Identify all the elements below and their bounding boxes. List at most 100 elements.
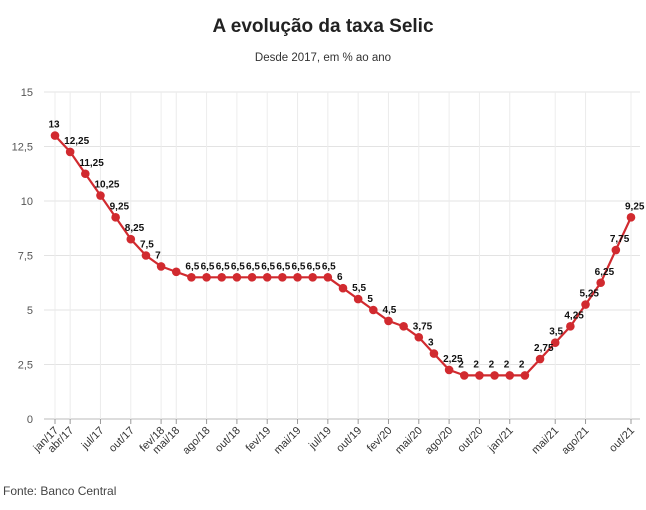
data-label: 6,5 — [185, 261, 199, 272]
x-tick-label: ago/21 — [559, 425, 591, 457]
x-tick-label: mai/20 — [393, 425, 425, 457]
data-label: 11,25 — [79, 158, 104, 169]
y-tick-label: 12,5 — [12, 142, 33, 154]
data-point — [535, 354, 545, 364]
x-tick-label: ago/18 — [180, 425, 212, 457]
y-tick-label: 10 — [21, 196, 33, 208]
data-point — [187, 273, 196, 282]
data-point — [581, 300, 590, 309]
data-point — [323, 273, 333, 282]
data-point — [141, 251, 151, 260]
data-point — [156, 262, 166, 271]
data-point — [232, 273, 242, 282]
data-label: 6 — [337, 272, 343, 283]
data-label: 2 — [504, 359, 510, 370]
data-label: 2 — [473, 359, 479, 370]
data-point — [262, 273, 272, 282]
data-label: 6,5 — [276, 261, 290, 272]
data-label: 6,5 — [322, 261, 336, 272]
data-point — [611, 245, 621, 255]
data-label: 6,25 — [595, 267, 615, 278]
data-point — [566, 322, 575, 331]
data-label: 4,25 — [564, 310, 584, 321]
data-point — [96, 191, 105, 200]
data-point — [444, 365, 454, 375]
data-point — [353, 294, 363, 304]
data-point — [414, 332, 424, 342]
x-tick-label: out/18 — [213, 425, 243, 455]
data-point — [65, 147, 75, 157]
data-label: 5 — [367, 294, 373, 305]
data-point — [429, 349, 439, 358]
data-point — [217, 273, 227, 282]
data-label: 8,25 — [125, 223, 145, 234]
data-label: 13 — [48, 120, 60, 131]
data-point — [550, 338, 560, 348]
x-tick-label: fev/19 — [244, 425, 274, 455]
data-point — [171, 267, 181, 277]
data-label: 7,5 — [140, 240, 154, 251]
x-tick-label: out/17 — [107, 425, 137, 455]
data-point — [126, 234, 136, 244]
y-tick-label: 0 — [27, 414, 33, 426]
data-label: 5,5 — [352, 283, 366, 294]
x-tick-label: out/20 — [455, 425, 485, 455]
data-point — [338, 283, 348, 293]
data-label: 6,5 — [216, 261, 230, 272]
data-point — [459, 371, 469, 380]
data-point — [293, 273, 302, 282]
data-label: 3,75 — [413, 321, 433, 332]
x-tick-label: fev/20 — [365, 425, 395, 455]
y-tick-label: 5 — [27, 305, 33, 317]
source-note: Fonte: Banco Central — [3, 484, 117, 498]
data-label: 2,25 — [443, 354, 463, 365]
x-tick-label: jul/17 — [79, 425, 107, 453]
data-point — [202, 273, 211, 282]
data-label: 7 — [155, 250, 161, 261]
data-point — [475, 371, 484, 380]
y-axis-ticks: 0 2,5 5 7,5 10 12,5 15 — [12, 87, 33, 426]
data-point — [384, 316, 393, 326]
grid — [44, 91, 640, 420]
data-point — [308, 273, 317, 282]
data-label: 4,5 — [382, 305, 396, 316]
data-point — [520, 371, 530, 380]
x-tick-label: mai/21 — [529, 425, 561, 457]
x-tick-label: jul/19 — [306, 425, 334, 453]
x-tick-label: ago/20 — [423, 425, 455, 457]
x-tick-label: jan/21 — [485, 425, 515, 455]
data-point — [369, 305, 378, 315]
data-point — [111, 213, 120, 222]
series-points — [50, 131, 636, 380]
data-point — [399, 322, 408, 331]
data-point — [626, 213, 636, 222]
data-label: 12,25 — [64, 136, 89, 147]
data-point — [81, 169, 90, 179]
data-label: 3 — [428, 338, 434, 349]
data-label: 6,5 — [307, 261, 321, 272]
data-label: 9,25 — [625, 201, 645, 212]
data-label: 6,5 — [261, 261, 275, 272]
x-tick-label: mai/19 — [272, 425, 304, 457]
data-point — [247, 273, 257, 282]
y-tick-label: 15 — [21, 87, 33, 99]
x-tick-label: out/19 — [334, 425, 364, 455]
data-label: 9,25 — [110, 201, 130, 212]
data-label: 10,25 — [94, 180, 119, 191]
data-label: 7,75 — [610, 234, 630, 245]
chart-title: A evolução da taxa Selic — [212, 16, 434, 37]
chart-subtitle: Desde 2017, em % ao ano — [254, 52, 392, 64]
x-tick-label: out/21 — [607, 425, 637, 455]
data-label: 6,5 — [246, 261, 260, 272]
data-label: 2 — [458, 359, 464, 370]
data-label: 5,25 — [580, 289, 600, 300]
data-point — [596, 278, 605, 288]
data-label: 2,75 — [534, 343, 554, 354]
data-point — [50, 131, 60, 140]
data-point — [505, 371, 515, 380]
y-tick-label: 2,5 — [18, 360, 33, 372]
data-label: 2 — [519, 359, 525, 370]
data-point — [278, 273, 287, 282]
